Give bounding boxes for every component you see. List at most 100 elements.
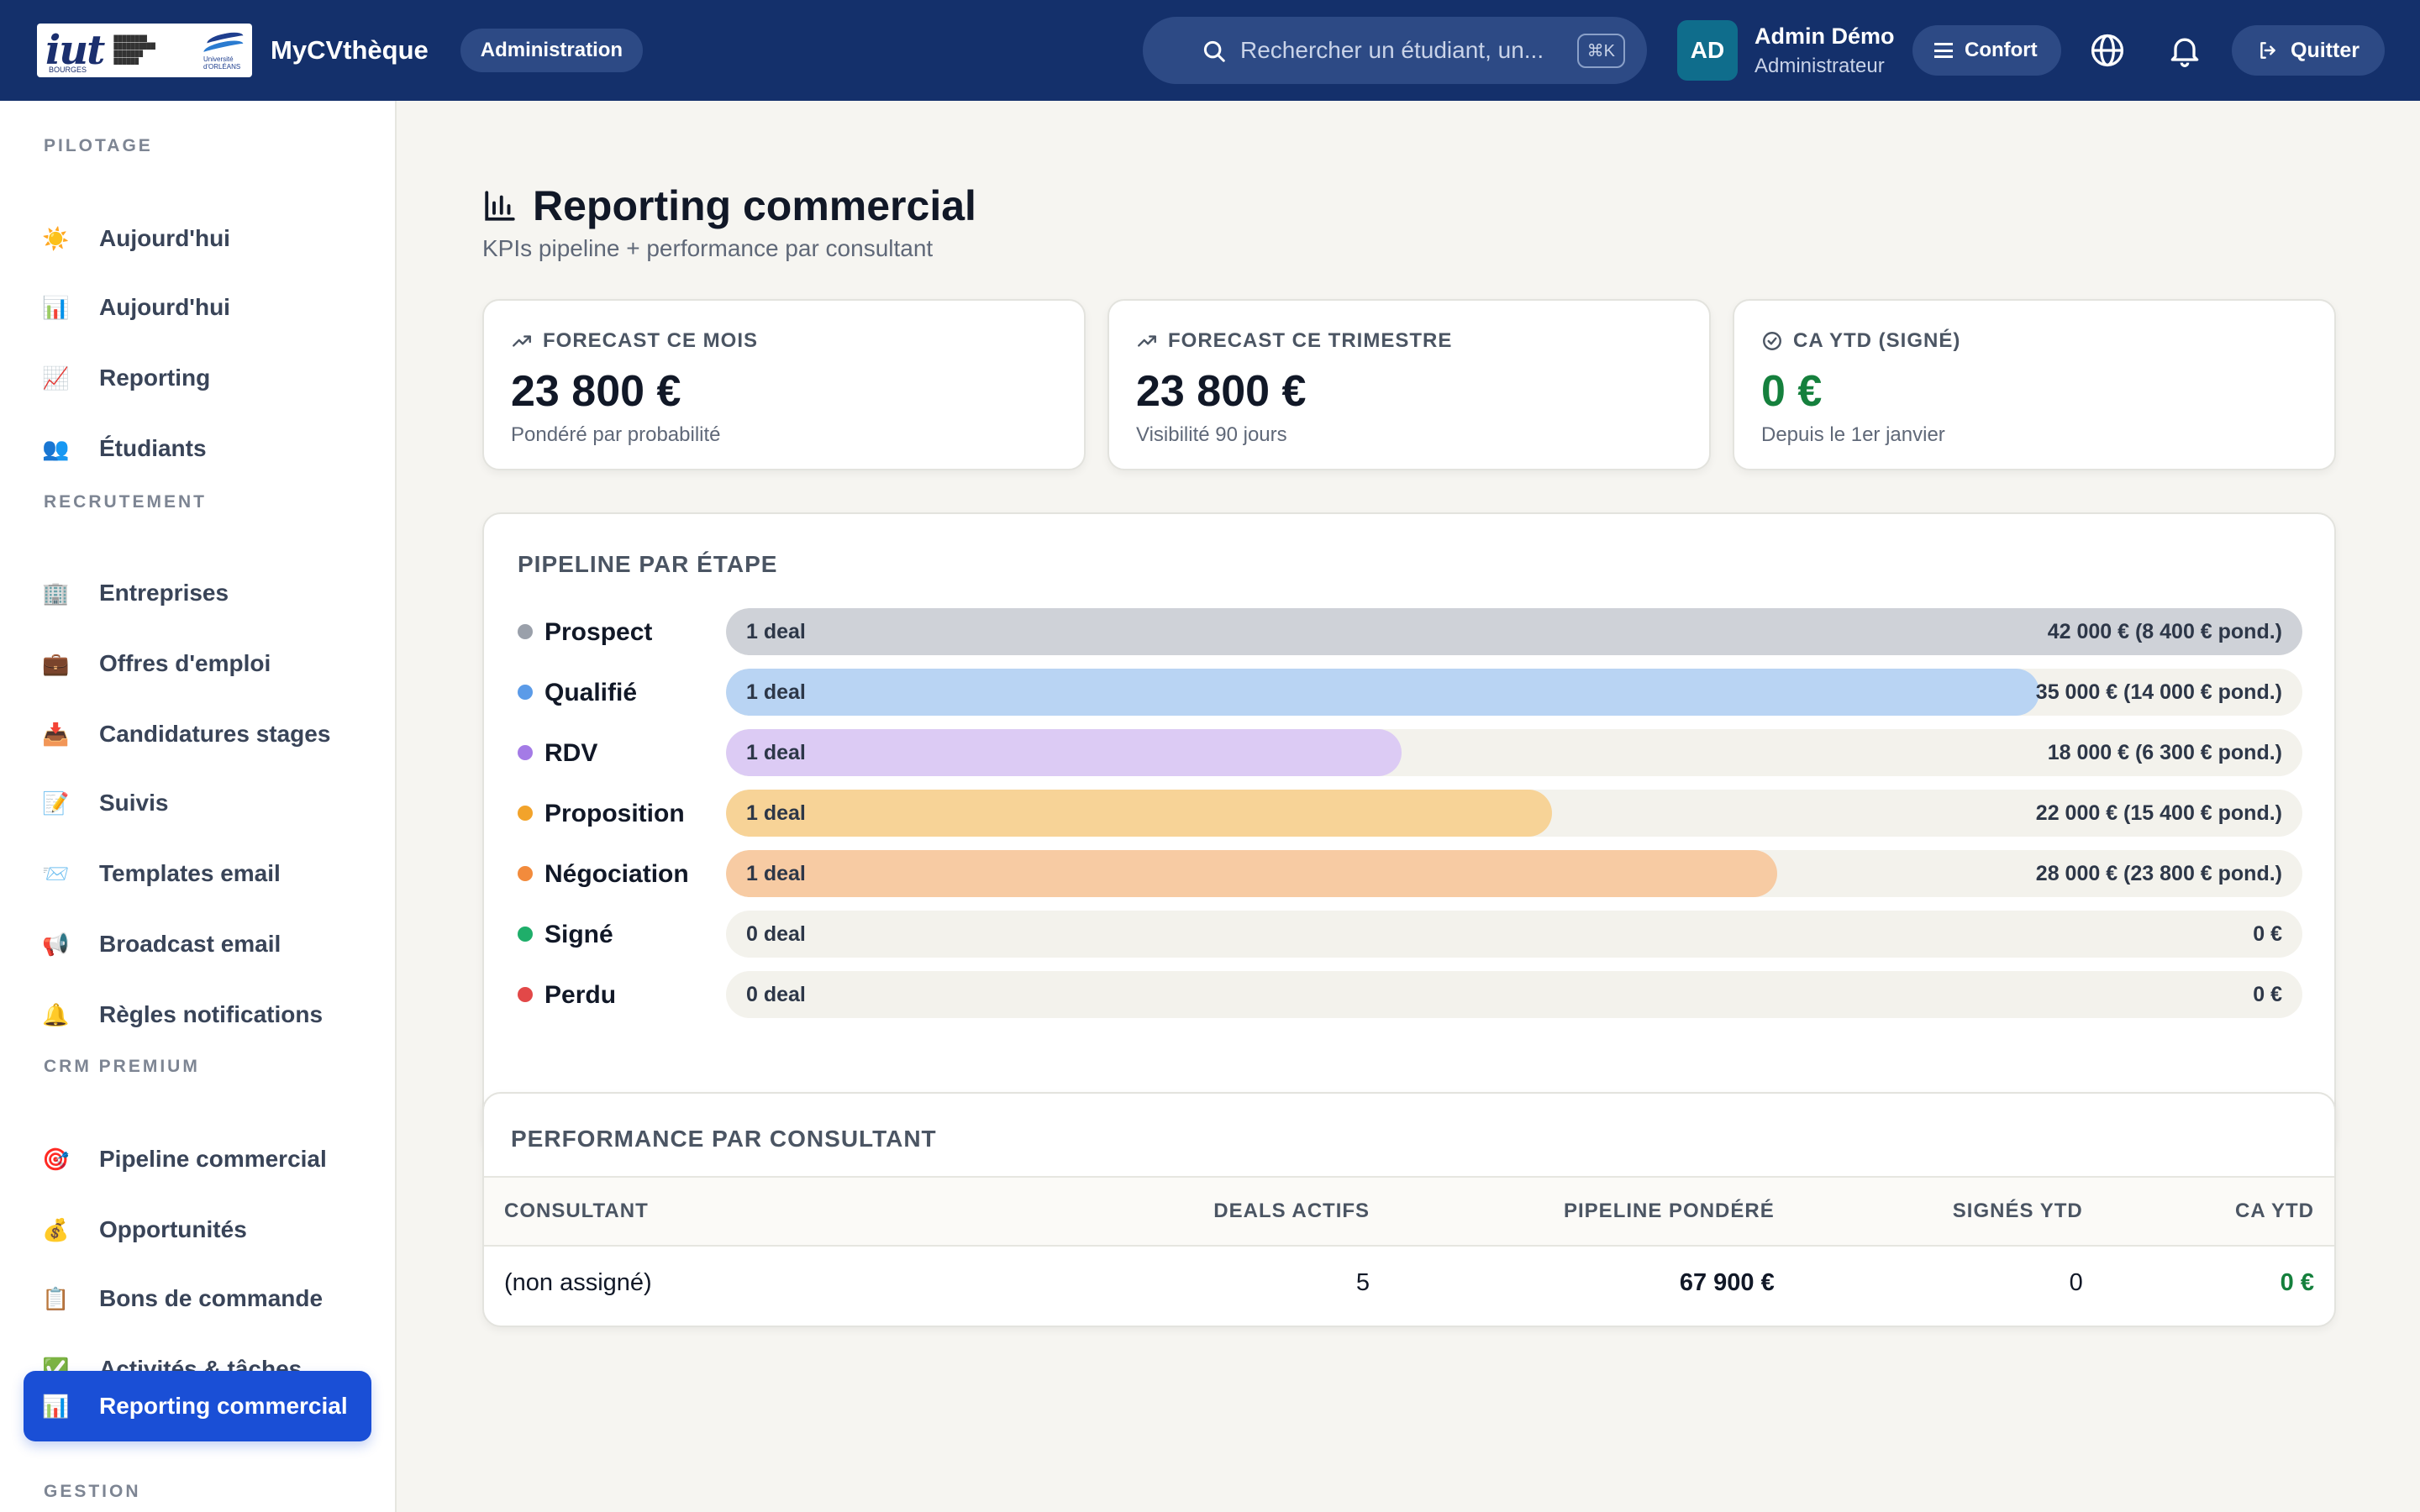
cell-pipeline: 67 900 € <box>1679 1269 1775 1296</box>
stage-name: Prospect <box>544 618 653 646</box>
performance-table: CONSULTANT DEALS ACTIFS PIPELINE PONDÉRÉ… <box>484 1176 2334 1320</box>
section-gestion: GESTION <box>44 1482 141 1501</box>
logo-subtext: BOURGES <box>49 66 87 74</box>
menu-icon <box>1934 43 1953 58</box>
sidebar-item-candidatures[interactable]: 📥 Candidatures stages <box>24 699 371 769</box>
search-placeholder: Rechercher un étudiant, un... <box>1240 37 1544 63</box>
comfort-mode-button[interactable]: Confort <box>1912 25 2061 76</box>
kpi-note: Pondéré par probabilité <box>511 423 721 446</box>
col-deals-actifs[interactable]: DEALS ACTIFS <box>1139 1176 1391 1247</box>
admin-badge[interactable]: Administration <box>460 29 644 72</box>
stage-amount: 42 000 € (8 400 € pond.) <box>2047 620 2282 643</box>
stage-amount: 0 € <box>2253 922 2282 946</box>
search-icon <box>1203 40 1225 62</box>
trend-up-icon <box>1138 335 1156 347</box>
check-circle-icon <box>1763 332 1781 350</box>
sidebar-item-reporting[interactable]: 📈 Reporting <box>24 343 371 413</box>
global-search[interactable]: Rechercher un étudiant, un... ⌘K <box>1143 17 1647 84</box>
stage-deal-count: 1 deal <box>746 801 806 825</box>
kpi-value: 23 800 € <box>1136 367 1307 416</box>
kpi-ca-ytd: CA YTD (SIGNÉ) 0 € Depuis le 1er janvier <box>1733 299 2336 470</box>
col-signes-ytd[interactable]: SIGNÉS YTD <box>1794 1176 2103 1247</box>
cell-consultant: (non assigné) <box>504 1269 652 1296</box>
envelope-icon: 📨 <box>42 860 70 886</box>
sidebar-item-regles-notifications[interactable]: 🔔 Règles notifications <box>24 979 371 1050</box>
sidebar-item-label: Templates email <box>99 860 281 886</box>
sidebar-item-label: Opportunités <box>99 1216 247 1242</box>
stage-amount: 22 000 € (15 400 € pond.) <box>2035 801 2282 825</box>
university-logo: Université d'ORLÉANS <box>203 29 245 71</box>
iut-logo[interactable]: iut BOURGES ████████ ██████████ ███████ ███… <box>37 24 252 77</box>
avatar[interactable]: AD <box>1677 20 1738 81</box>
sidebar-item-reporting-commercial[interactable]: 📊 Reporting commercial <box>24 1371 371 1441</box>
sidebar-item-offres[interactable]: 💼 Offres d'emploi <box>24 628 371 699</box>
stage-bar-track: 1 deal 28 000 € (23 800 € pond.) <box>726 850 2302 897</box>
stage-name: Qualifié <box>544 679 638 706</box>
pipeline-stage-row[interactable]: Perdu 0 deal 0 € <box>518 971 2302 1018</box>
kpi-note: Visibilité 90 jours <box>1136 423 1287 446</box>
sidebar-item-aujourdhui-2[interactable]: 📊 Aujourd'hui <box>24 272 371 343</box>
sidebar-item-entreprises[interactable]: 🏢 Entreprises <box>24 558 371 628</box>
kpi-forecast-quarter: FORECAST CE TRIMESTRE 23 800 € Visibilit… <box>1107 299 1711 470</box>
sidebar-item-pipeline[interactable]: 🎯 Pipeline commercial <box>24 1124 371 1194</box>
clipboard-icon: 📋 <box>42 1285 70 1311</box>
target-icon: 🎯 <box>42 1146 70 1172</box>
kpi-value: 0 € <box>1761 367 1823 416</box>
sidebar-item-broadcast-email[interactable]: 📢 Broadcast email <box>24 909 371 979</box>
page-title-text: Reporting commercial <box>533 182 976 229</box>
quit-button[interactable]: Quitter <box>2232 25 2385 76</box>
megaphone-icon: 📢 <box>42 931 70 957</box>
stage-bar-track: 1 deal 35 000 € (14 000 € pond.) <box>726 669 2302 716</box>
brand-name[interactable]: MyCVthèque <box>271 35 429 65</box>
bar-chart-icon: 📊 <box>42 1393 70 1419</box>
sidebar-item-label: Offres d'emploi <box>99 650 271 676</box>
bell-icon[interactable] <box>2166 32 2203 69</box>
sidebar-item-label: Aujourd'hui <box>99 294 230 320</box>
stage-deal-count: 0 deal <box>746 983 806 1006</box>
table-row[interactable]: (non assigné) 5 67 900 € 0 0 € <box>484 1246 2334 1320</box>
bar-chart-icon: 📊 <box>42 294 70 320</box>
user-role: Administrateur <box>1754 55 1885 77</box>
sidebar-item-suivis[interactable]: 📝 Suivis <box>24 768 371 838</box>
sidebar-item-etudiants[interactable]: 👥 Étudiants <box>24 413 371 484</box>
sidebar-item-label: Étudiants <box>99 435 207 461</box>
stage-deal-count: 1 deal <box>746 620 806 643</box>
kpi-value: 23 800 € <box>511 367 681 416</box>
inbox-icon: 📥 <box>42 721 70 747</box>
pipeline-stage-row[interactable]: RDV 1 deal 18 000 € (6 300 € pond.) <box>518 729 2302 776</box>
sidebar-item-label: Règles notifications <box>99 1001 324 1027</box>
sun-icon: ☀️ <box>42 225 70 251</box>
stage-deal-count: 1 deal <box>746 741 806 764</box>
pipeline-stage-row[interactable]: Qualifié 1 deal 35 000 € (14 000 € pond.) <box>518 669 2302 716</box>
stage-name: Négociation <box>544 860 689 888</box>
performance-title: PERFORMANCE PAR CONSULTANT <box>511 1126 937 1152</box>
user-info[interactable]: Admin Démo Administrateur <box>1754 24 1895 78</box>
pipeline-stage-row[interactable]: Négociation 1 deal 28 000 € (23 800 € pond… <box>518 850 2302 897</box>
pipeline-title: PIPELINE PAR ÉTAPE <box>518 551 778 577</box>
cell-ca: 0 € <box>2280 1269 2314 1296</box>
university-name: Université d'ORLÉANS <box>203 55 241 71</box>
kpi-label: FORECAST CE MOIS <box>543 329 759 352</box>
sidebar-item-bons-commande[interactable]: 📋 Bons de commande <box>24 1263 371 1334</box>
sidebar-item-label: Candidatures stages <box>99 721 331 747</box>
stage-name: RDV <box>544 739 598 767</box>
pipeline-stage-row[interactable]: Proposition 1 deal 22 000 € (15 400 € pond… <box>518 790 2302 837</box>
col-consultant[interactable]: CONSULTANT <box>484 1176 1139 1247</box>
performance-card: PERFORMANCE PAR CONSULTANT CONSULTANT DE… <box>482 1092 2336 1327</box>
pipeline-stage-row[interactable]: Signé 0 deal 0 € <box>518 911 2302 958</box>
col-ca-ytd[interactable]: CA YTD <box>2102 1176 2334 1247</box>
globe-icon[interactable] <box>2089 32 2126 69</box>
sidebar-item-templates-email[interactable]: 📨 Templates email <box>24 838 371 909</box>
sidebar-item-label: Broadcast email <box>99 931 281 957</box>
col-pipeline-pondere[interactable]: PIPELINE PONDÉRÉ <box>1390 1176 1795 1247</box>
stage-dot <box>518 987 533 1002</box>
pipeline-card: PIPELINE PAR ÉTAPE Prospect 1 deal 42 000 … <box>482 512 2336 1152</box>
stage-dot <box>518 745 533 760</box>
page-title: Reporting commercial <box>482 181 976 230</box>
briefcase-icon: 💼 <box>42 650 70 676</box>
sidebar-item-opportunites[interactable]: 💰 Opportunités <box>24 1194 371 1265</box>
sidebar-item-aujourdhui[interactable]: ☀️ Aujourd'hui <box>24 203 371 274</box>
section-crm-premium: CRM PREMIUM <box>44 1057 200 1076</box>
stage-bar-track: 0 deal 0 € <box>726 971 2302 1018</box>
pipeline-stage-row[interactable]: Prospect 1 deal 42 000 € (8 400 € pond.) <box>518 608 2302 655</box>
